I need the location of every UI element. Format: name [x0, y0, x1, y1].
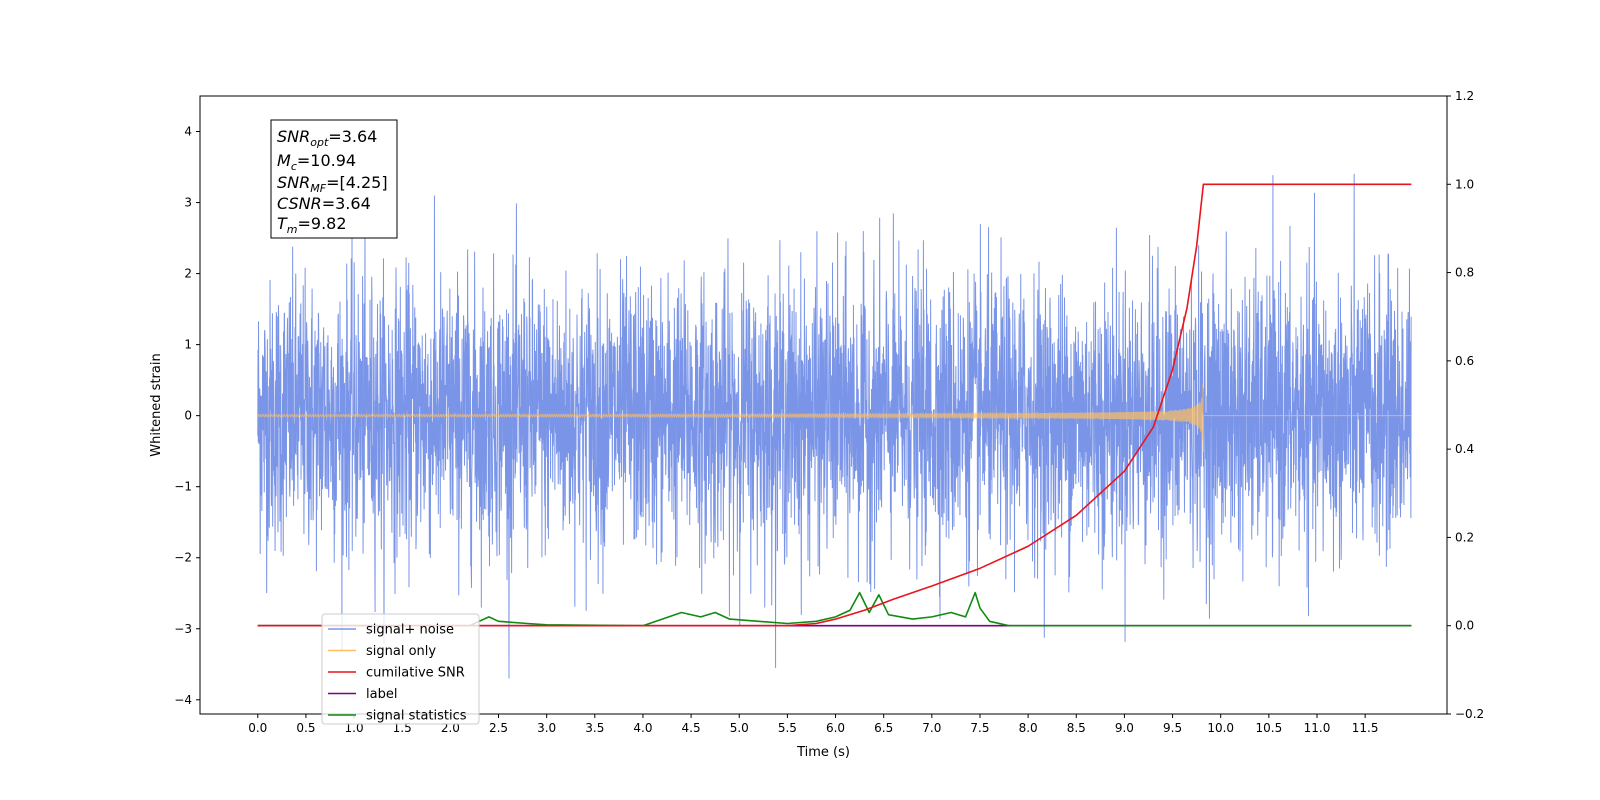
x-tick-label: 11.0: [1304, 721, 1331, 735]
x-tick-label: 9.0: [1115, 721, 1134, 735]
x-tick-label: 7.0: [922, 721, 941, 735]
legend-label: signal+ noise: [366, 623, 454, 638]
x-tick-label: 8.0: [1019, 721, 1038, 735]
y2-tick-label: 0.2: [1455, 530, 1474, 544]
legend-frame: [321, 613, 480, 725]
x-axis-label: Time (s): [796, 745, 850, 760]
y-tick-label: 2: [184, 267, 192, 281]
annotation-mc: Mc=10.94: [277, 151, 356, 173]
legend-label: cumilative SNR: [366, 666, 465, 681]
series-cumulative-snr: [257, 183, 1412, 627]
y-axis-left: 4 3 2 1 0 −1 −2 −3 −4: [174, 125, 200, 707]
axes-frame: [199, 95, 1448, 715]
y-tick-label: −3: [174, 622, 192, 636]
x-tick-label: 5.5: [778, 721, 797, 735]
annotation-csnr: CSNR=3.64: [277, 194, 371, 213]
y-tick-label: 0: [184, 409, 192, 423]
y2-tick-label: 0.0: [1455, 619, 1474, 633]
x-tick-label: 7.5: [970, 721, 989, 735]
y-tick-label: −2: [174, 551, 192, 565]
series-layer: [257, 173, 1412, 679]
legend-label: label: [366, 687, 397, 702]
x-tick-label: 0.0: [248, 721, 267, 735]
x-tick-label: 10.5: [1255, 721, 1282, 735]
y2-tick-label: 0.4: [1455, 442, 1474, 456]
annotation-frame: [270, 119, 398, 239]
y-tick-label: 1: [184, 338, 192, 352]
annotation-tm: Tm=9.82: [277, 214, 347, 236]
annotation-box: SNRopt=3.64 Mc=10.94 SNRMF=[4.25] CSNR=3…: [270, 119, 398, 239]
x-tick-label: 6.5: [874, 721, 893, 735]
series-signal-noise: [257, 173, 1412, 679]
x-tick-label: 9.5: [1163, 721, 1182, 735]
series-signal-only: [257, 383, 1412, 453]
x-tick-label: 11.5: [1352, 721, 1379, 735]
y2-tick-label: 1.0: [1455, 177, 1474, 191]
annotation-snr-opt: SNRopt=3.64: [277, 127, 377, 149]
y2-tick-label: −0.2: [1455, 707, 1484, 721]
y-axis-right: 1.2 1.0 0.8 0.6 0.4 0.2 0.0 −0.2: [1447, 89, 1484, 721]
x-tick-label: 2.5: [489, 721, 508, 735]
y2-tick-label: 1.2: [1455, 89, 1474, 103]
annotation-snr-mf: SNRMF=[4.25]: [277, 173, 388, 195]
legend: signal+ noise signal only cumilative SNR la…: [321, 613, 480, 725]
x-tick-label: 3.5: [585, 721, 604, 735]
y-tick-label: −1: [174, 480, 192, 494]
x-tick-label: 6.0: [826, 721, 845, 735]
x-tick-label: 4.0: [633, 721, 652, 735]
x-tick-label: 0.5: [296, 721, 315, 735]
x-tick-label: 8.5: [1067, 721, 1086, 735]
y2-tick-label: 0.8: [1455, 266, 1474, 280]
x-tick-label: 5.0: [730, 721, 749, 735]
y-axis-label: Whitened strain: [149, 353, 164, 456]
x-tick-label: 4.5: [682, 721, 701, 735]
legend-label: signal only: [366, 644, 436, 659]
y2-tick-label: 0.6: [1455, 354, 1474, 368]
series-signal-statistics: [257, 591, 1412, 627]
y-tick-label: 3: [184, 196, 192, 210]
x-tick-label: 10.0: [1207, 721, 1234, 735]
y-tick-label: −4: [174, 693, 192, 707]
y-tick-label: 4: [184, 125, 192, 139]
legend-label: signal statistics: [366, 709, 467, 724]
x-tick-label: 3.0: [537, 721, 556, 735]
